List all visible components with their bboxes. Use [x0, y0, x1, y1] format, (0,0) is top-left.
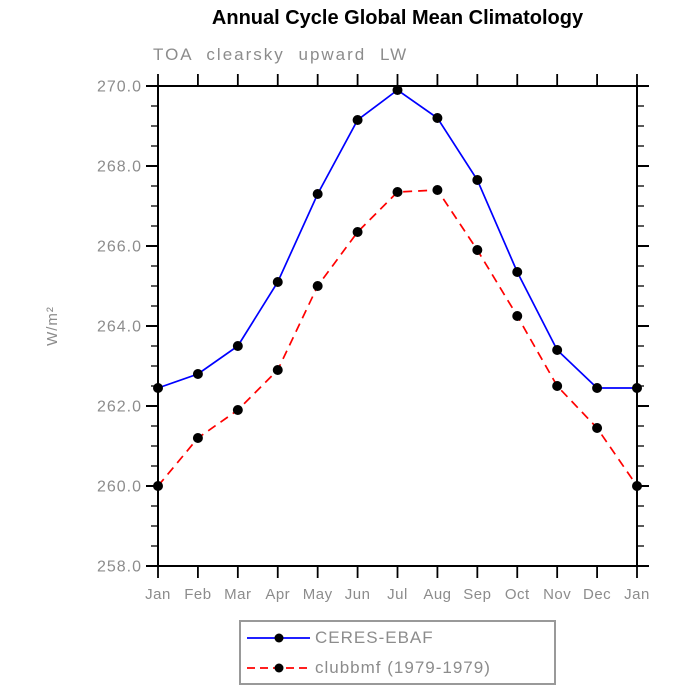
- chart-subtitle: TOA clearsky upward LW: [153, 45, 409, 64]
- plot-frame: [157, 85, 638, 567]
- data-point-marker: [472, 245, 483, 255]
- x-tick-label: Jan: [624, 586, 650, 603]
- x-tick-label: Mar: [224, 586, 251, 603]
- data-point-marker: [352, 115, 363, 125]
- y-tick-label: 260.0: [97, 479, 142, 496]
- y-tick-label: 268.0: [97, 159, 142, 176]
- y-tick-label: 258.0: [97, 559, 142, 576]
- data-point-marker: [192, 433, 203, 443]
- legend-entry-clubbmf: clubbmf (1979-1979): [241, 653, 554, 683]
- data-point-marker: [272, 365, 283, 375]
- data-point-marker: [192, 369, 203, 379]
- data-point-marker: [312, 281, 323, 291]
- x-tick-label: Sep: [463, 586, 491, 603]
- data-point-marker: [512, 267, 523, 277]
- y-tick-label: 264.0: [97, 319, 142, 336]
- data-point-marker: [432, 185, 443, 195]
- data-point-marker: [312, 189, 323, 199]
- axes-layer: 258.0 260.0 262.0 264.0 266.0 268.0 270.0 Jan Fe…: [97, 74, 650, 603]
- data-point-marker: [392, 85, 403, 95]
- data-point-marker: [512, 311, 523, 321]
- x-tick-label: Aug: [423, 586, 451, 603]
- chart-title: Annual Cycle Global Mean Climatology: [211, 7, 584, 29]
- data-point-marker: [232, 405, 243, 415]
- data-point-marker: [592, 383, 603, 393]
- data-point-marker: [592, 423, 603, 433]
- data-point-marker: [632, 383, 642, 393]
- x-tick-label: Nov: [543, 586, 571, 603]
- legend-box: CERES-EBAF clubbmf (1979-1979): [239, 620, 556, 685]
- x-tick-label: Jan: [145, 586, 171, 603]
- data-point-marker: [392, 187, 403, 197]
- data-point-marker: [432, 113, 443, 123]
- data-point-marker: [632, 481, 642, 491]
- data-point-marker: [352, 227, 363, 237]
- y-tick-label: 270.0: [97, 79, 142, 96]
- x-tick-label: Jul: [387, 586, 408, 603]
- data-point-marker: [153, 383, 163, 393]
- x-tick-label: May: [303, 586, 333, 603]
- data-point-marker: [232, 341, 243, 351]
- legend-line-sample-ceres: [247, 633, 310, 642]
- data-point-marker: [472, 175, 483, 185]
- series-line-ceres-ebaf: [157, 88, 637, 389]
- series-layer: [153, 85, 642, 491]
- legend-marker-icon: [274, 633, 284, 642]
- x-tick-label: Jun: [345, 586, 371, 603]
- x-tick-label: Feb: [184, 586, 211, 603]
- y-axis-title: W/m²: [44, 306, 61, 346]
- legend-label-clubbmf: clubbmf (1979-1979): [315, 657, 491, 677]
- legend-label-ceres-ebaf: CERES-EBAF: [315, 627, 434, 647]
- x-tick-label: Apr: [265, 586, 290, 603]
- data-point-marker: [552, 381, 563, 391]
- x-tick-label: Oct: [505, 586, 530, 603]
- x-tick-label: Dec: [583, 586, 611, 603]
- data-point-marker: [153, 481, 163, 491]
- series-line-clubbmf: [157, 189, 638, 487]
- data-point-marker: [272, 277, 283, 287]
- y-tick-label: 262.0: [97, 399, 142, 416]
- legend-marker-icon: [274, 663, 284, 672]
- legend-entry-ceres-ebaf: CERES-EBAF: [241, 623, 554, 653]
- data-point-marker: [552, 345, 563, 355]
- y-tick-label: 266.0: [97, 239, 142, 256]
- legend-line-sample-clubbmf: [247, 663, 310, 672]
